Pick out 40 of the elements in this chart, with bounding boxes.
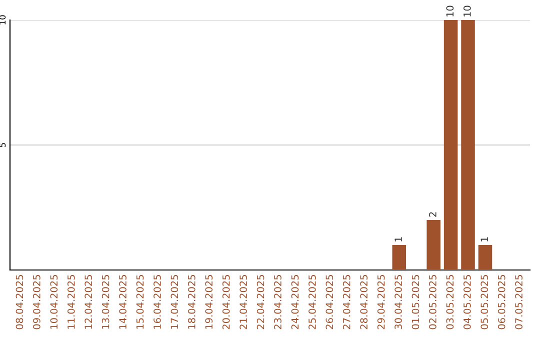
x-tick-label: 12.04.2025 bbox=[84, 275, 92, 329]
x-tick-label: 06.05.2025 bbox=[498, 275, 506, 330]
x-tick-label: 29.04.2025 bbox=[377, 275, 385, 330]
data-label: 1 bbox=[394, 237, 402, 242]
data-label: 1 bbox=[480, 237, 488, 242]
x-tick-label: 27.04.2025 bbox=[342, 275, 350, 330]
x-tick-label: 09.04.2025 bbox=[33, 275, 40, 330]
data-label: 10 bbox=[446, 6, 454, 16]
x-tick-label: 28.04.2025 bbox=[360, 275, 368, 330]
x-tick-label: 30.04.2025 bbox=[394, 275, 402, 330]
x-tick-label: 04.05.2025 bbox=[463, 275, 471, 330]
x-tick-label: 03.05.2025 bbox=[446, 275, 454, 330]
data-label: 10 bbox=[463, 6, 471, 16]
x-tick-label: 11.04.2025 bbox=[67, 275, 75, 329]
x-tick-label: 10.04.2025 bbox=[50, 275, 58, 329]
x-tick-label: 13.04.2025 bbox=[102, 275, 110, 329]
x-tick-label: 14.04.2025 bbox=[119, 275, 126, 329]
x-tick-label: 01.05.2025 bbox=[412, 275, 420, 330]
x-tick-label: 24.04.2025 bbox=[291, 275, 299, 330]
x-tick-label: 22.04.2025 bbox=[256, 275, 264, 330]
bar bbox=[426, 220, 440, 270]
bar bbox=[444, 20, 458, 270]
x-tick-label: 17.04.2025 bbox=[170, 275, 178, 329]
x-tick-label: 18.04.2025 bbox=[188, 275, 196, 329]
x-tick-label: 23.04.2025 bbox=[274, 275, 282, 330]
x-tick-label: 05.05.2025 bbox=[480, 275, 488, 330]
bar bbox=[461, 20, 475, 270]
x-tick-label: 15.04.2025 bbox=[136, 275, 144, 329]
x-tick-label: 02.05.2025 bbox=[429, 275, 436, 330]
x-tick-label: 16.04.2025 bbox=[154, 275, 161, 329]
x-tick-label: 25.04.2025 bbox=[308, 275, 316, 330]
data-label: 2 bbox=[429, 212, 436, 217]
x-tick-label: 26.04.2025 bbox=[326, 275, 334, 330]
x-tick-label: 19.04.2025 bbox=[205, 275, 213, 329]
x-tick-label: 21.04.2025 bbox=[240, 275, 247, 330]
bar bbox=[392, 245, 406, 270]
x-tick-label: 07.05.2025 bbox=[515, 275, 522, 330]
x-tick-label: 20.04.2025 bbox=[222, 275, 230, 330]
bar bbox=[478, 245, 492, 270]
x-tick-label: 08.04.2025 bbox=[16, 275, 24, 330]
